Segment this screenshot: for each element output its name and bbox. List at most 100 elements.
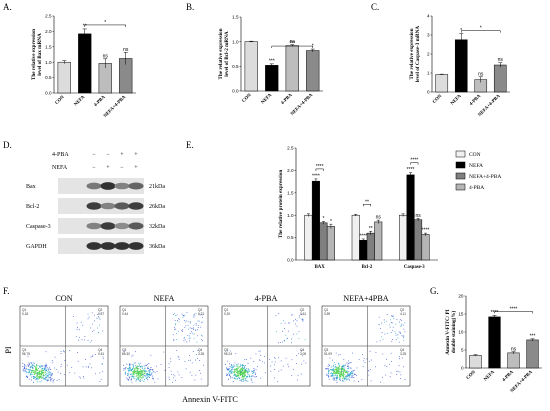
- event-dot: [124, 351, 126, 352]
- event-dot: [297, 353, 299, 355]
- event-dot: [125, 367, 127, 369]
- event-dot: [127, 373, 128, 375]
- event-dot: [337, 372, 339, 374]
- event-dot: [140, 368, 142, 370]
- event-dot: [338, 363, 340, 365]
- event-dot: [399, 356, 400, 358]
- event-dot: [139, 366, 141, 368]
- event-dot: [150, 366, 152, 368]
- treatment-label: NEFA: [52, 165, 68, 171]
- event-dot: [338, 368, 340, 370]
- event-dot: [130, 373, 132, 375]
- event-dot: [40, 373, 42, 375]
- event-dot: [140, 374, 142, 376]
- x-tick-label: CON: [466, 370, 477, 381]
- event-dot: [235, 378, 236, 380]
- significance-mark: ns: [376, 215, 382, 221]
- bar-bax-4-pba: [326, 226, 335, 261]
- event-dot: [274, 361, 276, 363]
- event-dot: [28, 365, 30, 367]
- event-dot: [341, 366, 343, 367]
- quadrant-value: 3.25: [400, 352, 406, 356]
- event-dot: [134, 373, 136, 375]
- event-dot: [339, 379, 341, 381]
- event-dot: [127, 374, 129, 376]
- event-dot: [348, 375, 350, 376]
- event-dot: [46, 368, 48, 370]
- event-dot: [251, 372, 253, 374]
- y-tick-label: 2.5: [287, 146, 294, 151]
- event-dot: [229, 377, 231, 379]
- event-dot: [337, 374, 339, 376]
- event-dot: [352, 370, 354, 372]
- event-dot: [77, 360, 79, 362]
- event-dot: [201, 314, 203, 316]
- event-dot: [189, 337, 191, 339]
- legend-label: NEFA: [469, 163, 483, 169]
- event-dot: [181, 313, 183, 315]
- event-dot: [40, 373, 42, 375]
- y-axis-label: The relative expression: [218, 28, 224, 79]
- event-dot: [140, 376, 142, 378]
- event-dot: [345, 372, 347, 374]
- panel-label-b: B.: [186, 2, 194, 12]
- event-dot: [271, 361, 273, 363]
- event-dot: [301, 319, 303, 321]
- event-dot: [125, 371, 126, 373]
- event-dot: [129, 377, 130, 379]
- blot-band: [86, 202, 102, 210]
- event-dot: [259, 350, 261, 352]
- event-dot: [333, 372, 335, 374]
- event-dot: [43, 372, 45, 374]
- y-tick-label: 1.5: [45, 44, 52, 49]
- event-dot: [35, 376, 36, 378]
- y-axis-label: The relative expression: [31, 29, 37, 80]
- event-dot: [243, 375, 245, 377]
- event-dot: [388, 324, 390, 326]
- event-dot: [36, 373, 38, 375]
- event-dot: [291, 375, 293, 376]
- event-dot: [84, 339, 85, 341]
- event-dot: [242, 365, 244, 367]
- event-dot: [141, 369, 143, 371]
- event-dot: [197, 329, 198, 331]
- flow-title: NEFA+4PBA: [343, 294, 388, 303]
- event-dot: [78, 339, 80, 341]
- blot-band: [100, 182, 116, 190]
- event-dot: [154, 372, 156, 374]
- event-dot: [333, 372, 335, 373]
- event-dot: [48, 371, 50, 373]
- event-dot: [28, 378, 30, 380]
- event-dot: [126, 363, 128, 365]
- event-dot: [334, 364, 336, 365]
- event-dot: [178, 318, 180, 320]
- event-dot: [147, 374, 149, 376]
- event-dot: [100, 312, 102, 314]
- event-dot: [38, 365, 40, 367]
- event-dot: [236, 376, 238, 378]
- event-dot: [295, 323, 296, 325]
- bracket-label: ****: [316, 164, 324, 170]
- event-dot: [29, 369, 31, 371]
- event-dot: [201, 334, 202, 336]
- event-dot: [41, 371, 43, 373]
- event-dot: [174, 375, 176, 377]
- event-dot: [186, 320, 188, 322]
- event-dot: [36, 368, 38, 370]
- event-dot: [36, 369, 38, 371]
- event-dot: [146, 377, 148, 379]
- event-dot: [135, 368, 137, 370]
- event-dot: [342, 380, 344, 382]
- event-dot: [343, 358, 345, 360]
- event-dot: [251, 370, 253, 372]
- event-dot: [248, 376, 250, 377]
- event-dot: [386, 366, 388, 367]
- event-dot: [348, 363, 350, 364]
- event-dot: [229, 363, 230, 365]
- event-dot: [49, 372, 51, 374]
- event-dot: [246, 371, 248, 373]
- event-dot: [381, 332, 383, 333]
- event-dot: [188, 337, 190, 339]
- event-dot: [156, 365, 158, 367]
